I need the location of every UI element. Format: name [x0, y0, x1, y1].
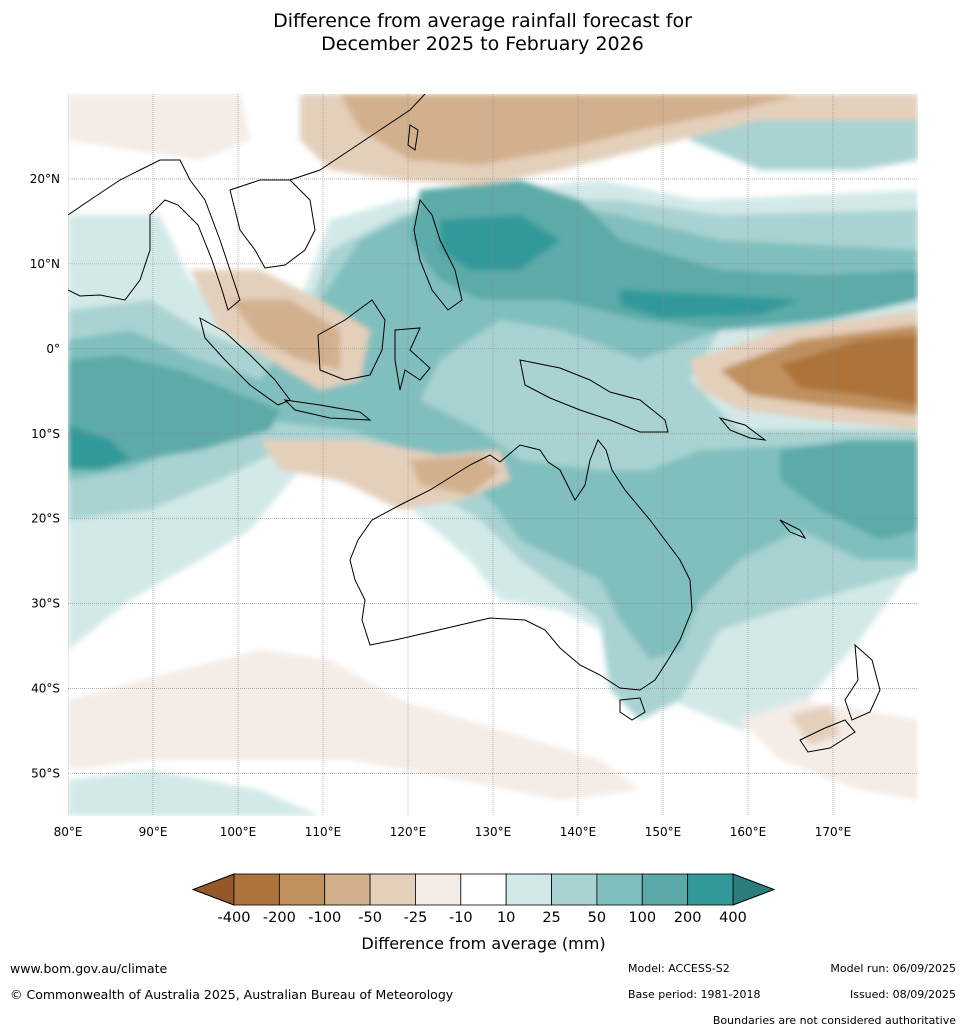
colorbar-segment: [369, 873, 416, 906]
latitude-tick-label: 10°N: [30, 257, 60, 271]
colorbar-segment: [551, 873, 598, 906]
new-zealand-south-coastline: [799, 719, 856, 753]
colorbar-segment: [278, 873, 326, 906]
taiwan-coastline: [407, 124, 419, 151]
footer-base-period: Base period: 1981-2018: [628, 988, 761, 1001]
borneo-coastline: [317, 299, 386, 381]
dry-region-malay-peninsula-core: [230, 300, 340, 370]
footer-model: Model: ACCESS-S2: [628, 962, 730, 975]
longitude-tick-label: 160°E: [730, 825, 767, 839]
map-gridlines: [68, 94, 918, 816]
colorbar-segment: [687, 873, 734, 906]
new-guinea-coastline: [519, 359, 669, 433]
philippines-coastline: [413, 198, 463, 311]
solomon-islands-coastline: [718, 417, 767, 441]
latitude-tick-label: 50°S: [31, 767, 60, 781]
longitude-tick-label: 170°E: [815, 825, 852, 839]
dry-region-north-west: [68, 94, 250, 160]
colorbar-tick-label: 200: [674, 910, 702, 926]
longitude-labels: 80°E 90°E 100°E 110°E 120°E 130°E 140°E 150°E 16…: [54, 825, 852, 839]
dry-region-north-china-sea-core: [340, 94, 800, 165]
new-zealand-north-coastline: [844, 643, 881, 721]
colorbar-segment: [641, 873, 689, 906]
latitude-tick-label: 30°S: [31, 597, 60, 611]
colorbar-segment: [460, 873, 507, 906]
colorbar-under-arrow: [191, 873, 235, 906]
dry-region-southern-ocean: [68, 650, 640, 800]
colorbar-tick-label: 400: [719, 910, 747, 926]
colorbar-tick-label: -50: [358, 910, 382, 926]
colorbar-tick-label: 100: [628, 910, 656, 926]
wet-region-core-philippine-sea: [410, 180, 918, 330]
latitude-tick-label: 0°: [46, 342, 60, 356]
china-coastline: [289, 94, 426, 181]
colorbar-title: Difference from average (mm): [361, 934, 605, 953]
colorbar-tick-label: 50: [588, 910, 606, 926]
colorbar: -400 -200 -100 -50 -25 -10 10 25 50 100 200 400 Diff…: [191, 873, 776, 953]
latitude-tick-label: 10°S: [31, 427, 60, 441]
wet-region-max-indian-ocean: [68, 425, 130, 470]
colorbar-tick-label: 25: [542, 910, 560, 926]
longitude-tick-label: 80°E: [54, 825, 83, 839]
longitude-tick-label: 130°E: [475, 825, 512, 839]
colorbar-tick-label: -10: [449, 910, 473, 926]
java-coastline: [283, 399, 372, 421]
tasmania-coastline: [619, 697, 646, 721]
longitude-tick-label: 100°E: [220, 825, 257, 839]
longitude-tick-label: 90°E: [139, 825, 168, 839]
wet-region-core-coral-sea: [780, 440, 918, 540]
dry-region-equatorial-pacific-core: [780, 335, 918, 405]
asia-mainland-coastline: [68, 159, 241, 311]
colorbar-over-arrow: [732, 873, 776, 906]
new-caledonia-coastline: [779, 519, 807, 540]
longitude-tick-label: 120°E: [390, 825, 427, 839]
colorbar-segment: [596, 873, 643, 906]
colorbar-segment: [415, 873, 462, 906]
latitude-tick-label: 20°S: [31, 512, 60, 526]
colorbar-tick-label: -100: [308, 910, 341, 926]
map-title-line-2: December 2025 to February 2026: [321, 33, 644, 55]
latitude-tick-label: 20°N: [30, 172, 60, 186]
longitude-tick-label: 140°E: [560, 825, 597, 839]
colorbar-segment: [324, 873, 371, 906]
colorbar-segment: [505, 873, 552, 906]
wet-region-light-south-indian: [68, 770, 320, 816]
colorbar-tick-label: 10: [497, 910, 515, 926]
footer-issued: Issued: 08/09/2025: [849, 988, 956, 1001]
longitude-tick-label: 110°E: [305, 825, 342, 839]
footer-disclaimer: Boundaries are not considered authoritat…: [712, 1014, 956, 1027]
coastlines: [68, 94, 881, 753]
latitude-labels: 20°N 10°N 0° 10°S 20°S 30°S 40°S 50°S: [30, 172, 60, 781]
footer-model-run: Model run: 06/09/2025: [830, 962, 956, 975]
dry-region-timor-sea-core: [410, 455, 500, 495]
map-panel: [68, 94, 918, 816]
colorbar-tick-label: -200: [263, 910, 296, 926]
footer-url: www.bom.gov.au/climate: [10, 961, 168, 976]
wet-region-max-philippine-sea: [440, 215, 560, 270]
longitude-tick-label: 150°E: [645, 825, 682, 839]
latitude-tick-label: 40°S: [31, 682, 60, 696]
dry-region-southern-ocean-east: [740, 700, 918, 800]
dry-region-new-zealand: [790, 705, 840, 745]
indochina-coastline: [229, 179, 316, 269]
colorbar-tick-label: -400: [218, 910, 251, 926]
sumatra-coastline: [199, 316, 291, 406]
map-title-line-1: Difference from average rainfall forecas…: [273, 10, 692, 32]
colorbar-tick-label: -25: [404, 910, 428, 926]
wet-region-max-pacific-band: [620, 290, 800, 318]
colorbar-segment: [233, 873, 280, 906]
australia-coastline: [349, 439, 693, 691]
wet-region-core-indian-ocean: [68, 355, 280, 470]
sulawesi-coastline: [394, 327, 431, 391]
footer-copyright: © Commonwealth of Australia 2025, Austra…: [10, 987, 454, 1002]
